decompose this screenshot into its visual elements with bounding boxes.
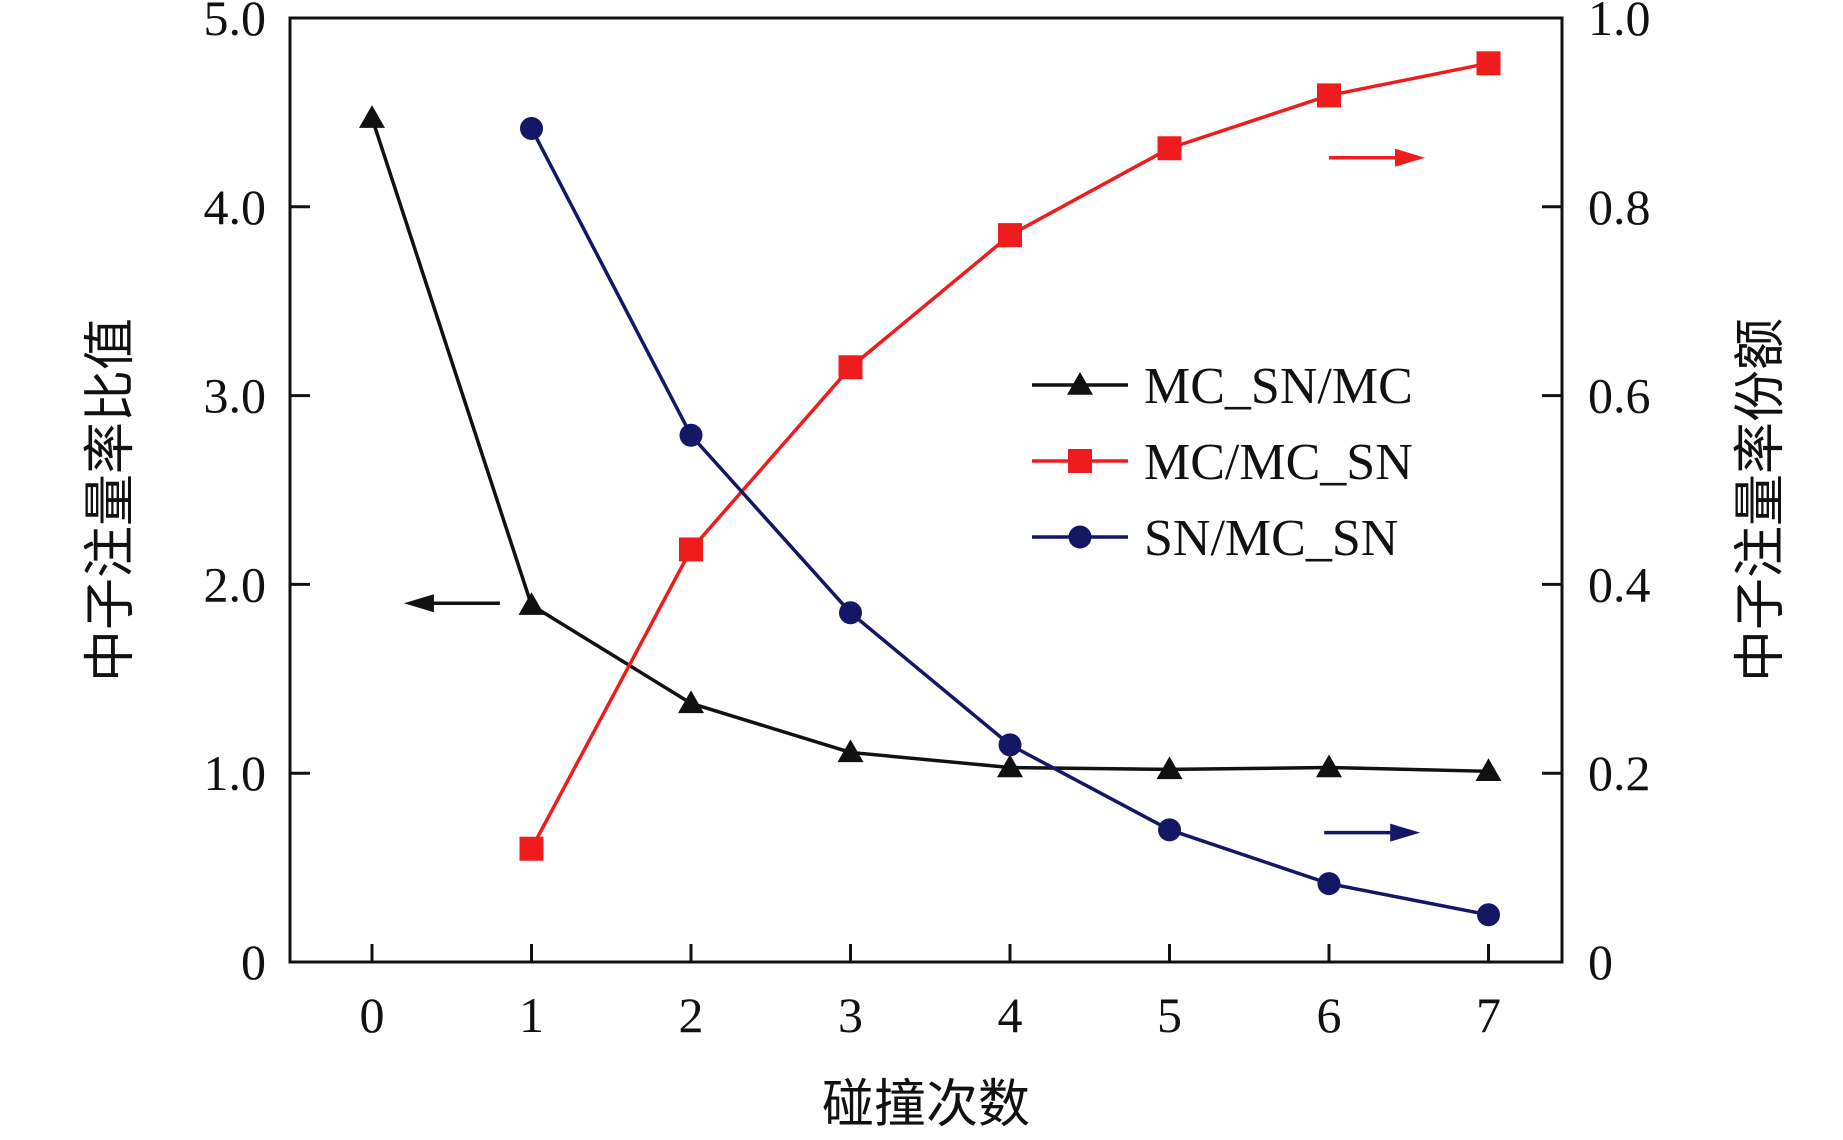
y-left-tick-label: 2.0	[204, 556, 267, 612]
data-point	[679, 423, 703, 447]
y-left-tick-label: 0	[241, 934, 266, 990]
y-right-tick-label: 0.2	[1588, 745, 1651, 801]
y-left-tick-label: 3.0	[204, 368, 267, 424]
data-point	[679, 537, 703, 562]
y-axis-right: 0 0.2 0.4 0.6 0.8 1.0	[1542, 0, 1651, 990]
x-axis-title: 碰撞次数	[822, 1075, 1030, 1135]
x-tick-label: 3	[838, 987, 863, 1043]
data-point	[839, 601, 862, 625]
data-point	[998, 733, 1022, 757]
data-point	[997, 754, 1023, 778]
data-point	[520, 116, 543, 140]
data-point	[998, 223, 1022, 248]
y-left-tick-label: 1.0	[204, 745, 267, 801]
legend-marker	[1068, 449, 1092, 473]
data-point	[359, 105, 385, 128]
data-point	[519, 836, 544, 861]
y-right-tick-label: 0.4	[1588, 556, 1651, 612]
legend-label: MC_SN/MC	[1144, 358, 1413, 415]
data-point	[1158, 818, 1181, 842]
data-point	[837, 739, 864, 763]
data-point	[518, 592, 545, 615]
legend: MC_SN/MC MC/MC_SN SN/MC_SN	[1032, 358, 1413, 567]
legend-item: MC/MC_SN	[1032, 434, 1413, 491]
series-mc-sn-mc	[359, 105, 1502, 782]
y-left-tick-label: 5.0	[204, 0, 267, 46]
x-tick-label: 5	[1157, 987, 1182, 1043]
arrow-head	[1390, 823, 1421, 842]
x-axis: 0 1 2 3 4 5 6 7	[360, 944, 1501, 1043]
series-mc-mc-sn	[519, 51, 1501, 861]
data-point	[1475, 758, 1502, 782]
x-tick-label: 7	[1476, 987, 1501, 1043]
y-axis-left-title: 中子注量率比值	[81, 318, 141, 682]
series-sn-mc-sn	[520, 116, 1500, 927]
left-axis-arrow	[403, 594, 500, 613]
legend-marker	[1068, 525, 1092, 549]
y-axis-left: 0 1.0 2.0 3.0 4.0 5.0	[204, 0, 310, 990]
data-point	[1477, 903, 1500, 927]
y-left-tick-label: 4.0	[204, 179, 267, 235]
annotation-layer	[403, 148, 1425, 842]
data-point	[1157, 136, 1182, 161]
right-axis-arrow-red	[1329, 148, 1425, 167]
x-tick-label: 6	[1317, 987, 1342, 1043]
data-point	[678, 690, 704, 714]
plot-border	[288, 16, 1564, 964]
legend-item: MC_SN/MC	[1032, 358, 1413, 415]
y-right-tick-label: 0.6	[1588, 368, 1651, 424]
data-point	[1317, 872, 1341, 896]
arrow-head	[403, 594, 434, 613]
data-point	[1156, 756, 1183, 780]
legend-label: SN/MC_SN	[1144, 510, 1398, 567]
y-right-tick-label: 0	[1588, 934, 1613, 990]
data-point	[838, 355, 863, 380]
arrow-head	[1395, 148, 1425, 167]
data-point	[1316, 754, 1342, 778]
x-tick-label: 1	[519, 987, 544, 1043]
x-tick-label: 0	[360, 987, 385, 1043]
y-right-tick-label: 0.8	[1588, 179, 1651, 235]
data-point	[1317, 83, 1341, 108]
series-line	[370, 117, 1489, 774]
legend-label: MC/MC_SN	[1144, 434, 1413, 491]
y-axis-right-title: 中子注量率份额	[1731, 318, 1791, 682]
data-point	[1476, 51, 1501, 76]
x-tick-label: 2	[679, 987, 704, 1043]
y-right-tick-label: 1.0	[1588, 0, 1651, 46]
legend-marker	[1067, 372, 1093, 395]
x-tick-label: 4	[998, 987, 1023, 1043]
legend-item: SN/MC_SN	[1032, 510, 1398, 567]
right-axis-arrow-blue	[1324, 823, 1421, 842]
plot-frame	[288, 16, 1564, 964]
series-layer	[359, 51, 1502, 927]
